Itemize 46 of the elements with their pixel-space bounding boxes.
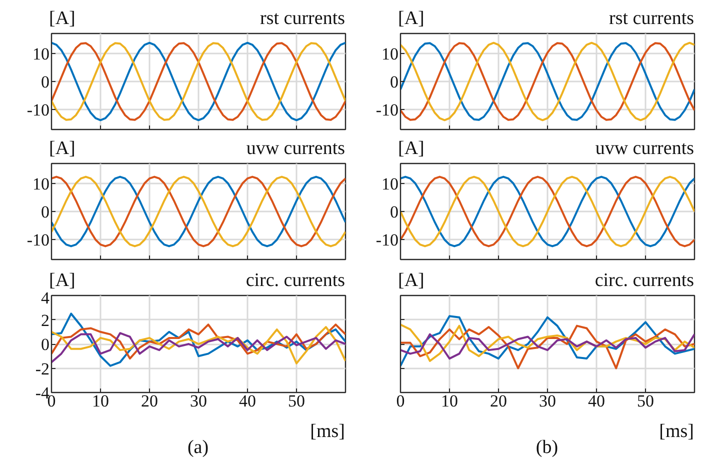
x-axis-title: [ms] <box>310 421 345 442</box>
x-tick-label: 40 <box>239 392 256 410</box>
chart-title: uvw currents <box>246 138 345 159</box>
x-tick-label: 30 <box>190 392 207 410</box>
chart-title: uvw currents <box>595 138 694 159</box>
y-tick-label: 0 <box>41 335 50 354</box>
x-tick-label: 20 <box>490 392 507 410</box>
x-tick-label: 20 <box>141 392 158 410</box>
line-series <box>52 176 346 248</box>
chart-title: rst currents <box>609 8 694 29</box>
x-tick-label: 10 <box>92 392 109 410</box>
y-tick-label: 4 <box>41 288 50 308</box>
y-tick-label: 10 <box>382 44 398 64</box>
text: (b) <box>536 437 558 458</box>
y-tick-label: -10 <box>26 230 50 250</box>
y-tick-label: 10 <box>32 174 50 194</box>
chart-title: rst currents <box>260 8 345 29</box>
y-axis-title: [A] <box>49 138 76 159</box>
x-tick-label: 30 <box>539 392 556 410</box>
chart-title: circ. currents <box>594 270 694 291</box>
x-axis-title: [ms] <box>659 421 694 442</box>
y-tick-label: 0 <box>41 202 50 222</box>
y-tick-label: -10 <box>376 230 399 250</box>
y-axis-title: [A] <box>398 270 424 291</box>
line-series <box>52 312 346 367</box>
y-axis-title: [A] <box>398 8 424 29</box>
y-axis-title: [A] <box>49 270 76 291</box>
y-axis-title: [A] <box>398 138 424 159</box>
y-tick-label: -2 <box>35 359 50 378</box>
x-tick-label: 10 <box>441 392 458 410</box>
text: (a) <box>187 437 209 458</box>
y-tick-label: 0 <box>41 72 50 92</box>
x-tick-label: 50 <box>288 392 305 410</box>
y-tick-label: 0 <box>390 72 398 92</box>
line-series <box>52 332 346 364</box>
y-tick-label: 10 <box>32 44 50 64</box>
y-tick-label: -10 <box>376 100 399 120</box>
y-tick-label: 10 <box>382 174 398 194</box>
y-axis-title: [A] <box>49 8 76 29</box>
line-series <box>400 176 694 248</box>
y-tick-label: 0 <box>390 202 398 222</box>
x-tick-label: 40 <box>588 392 605 410</box>
y-tick-label: 2 <box>41 310 50 330</box>
x-tick-label: 50 <box>637 392 654 410</box>
y-tick-label: -10 <box>26 100 50 120</box>
chart-title: circ. currents <box>246 270 345 291</box>
